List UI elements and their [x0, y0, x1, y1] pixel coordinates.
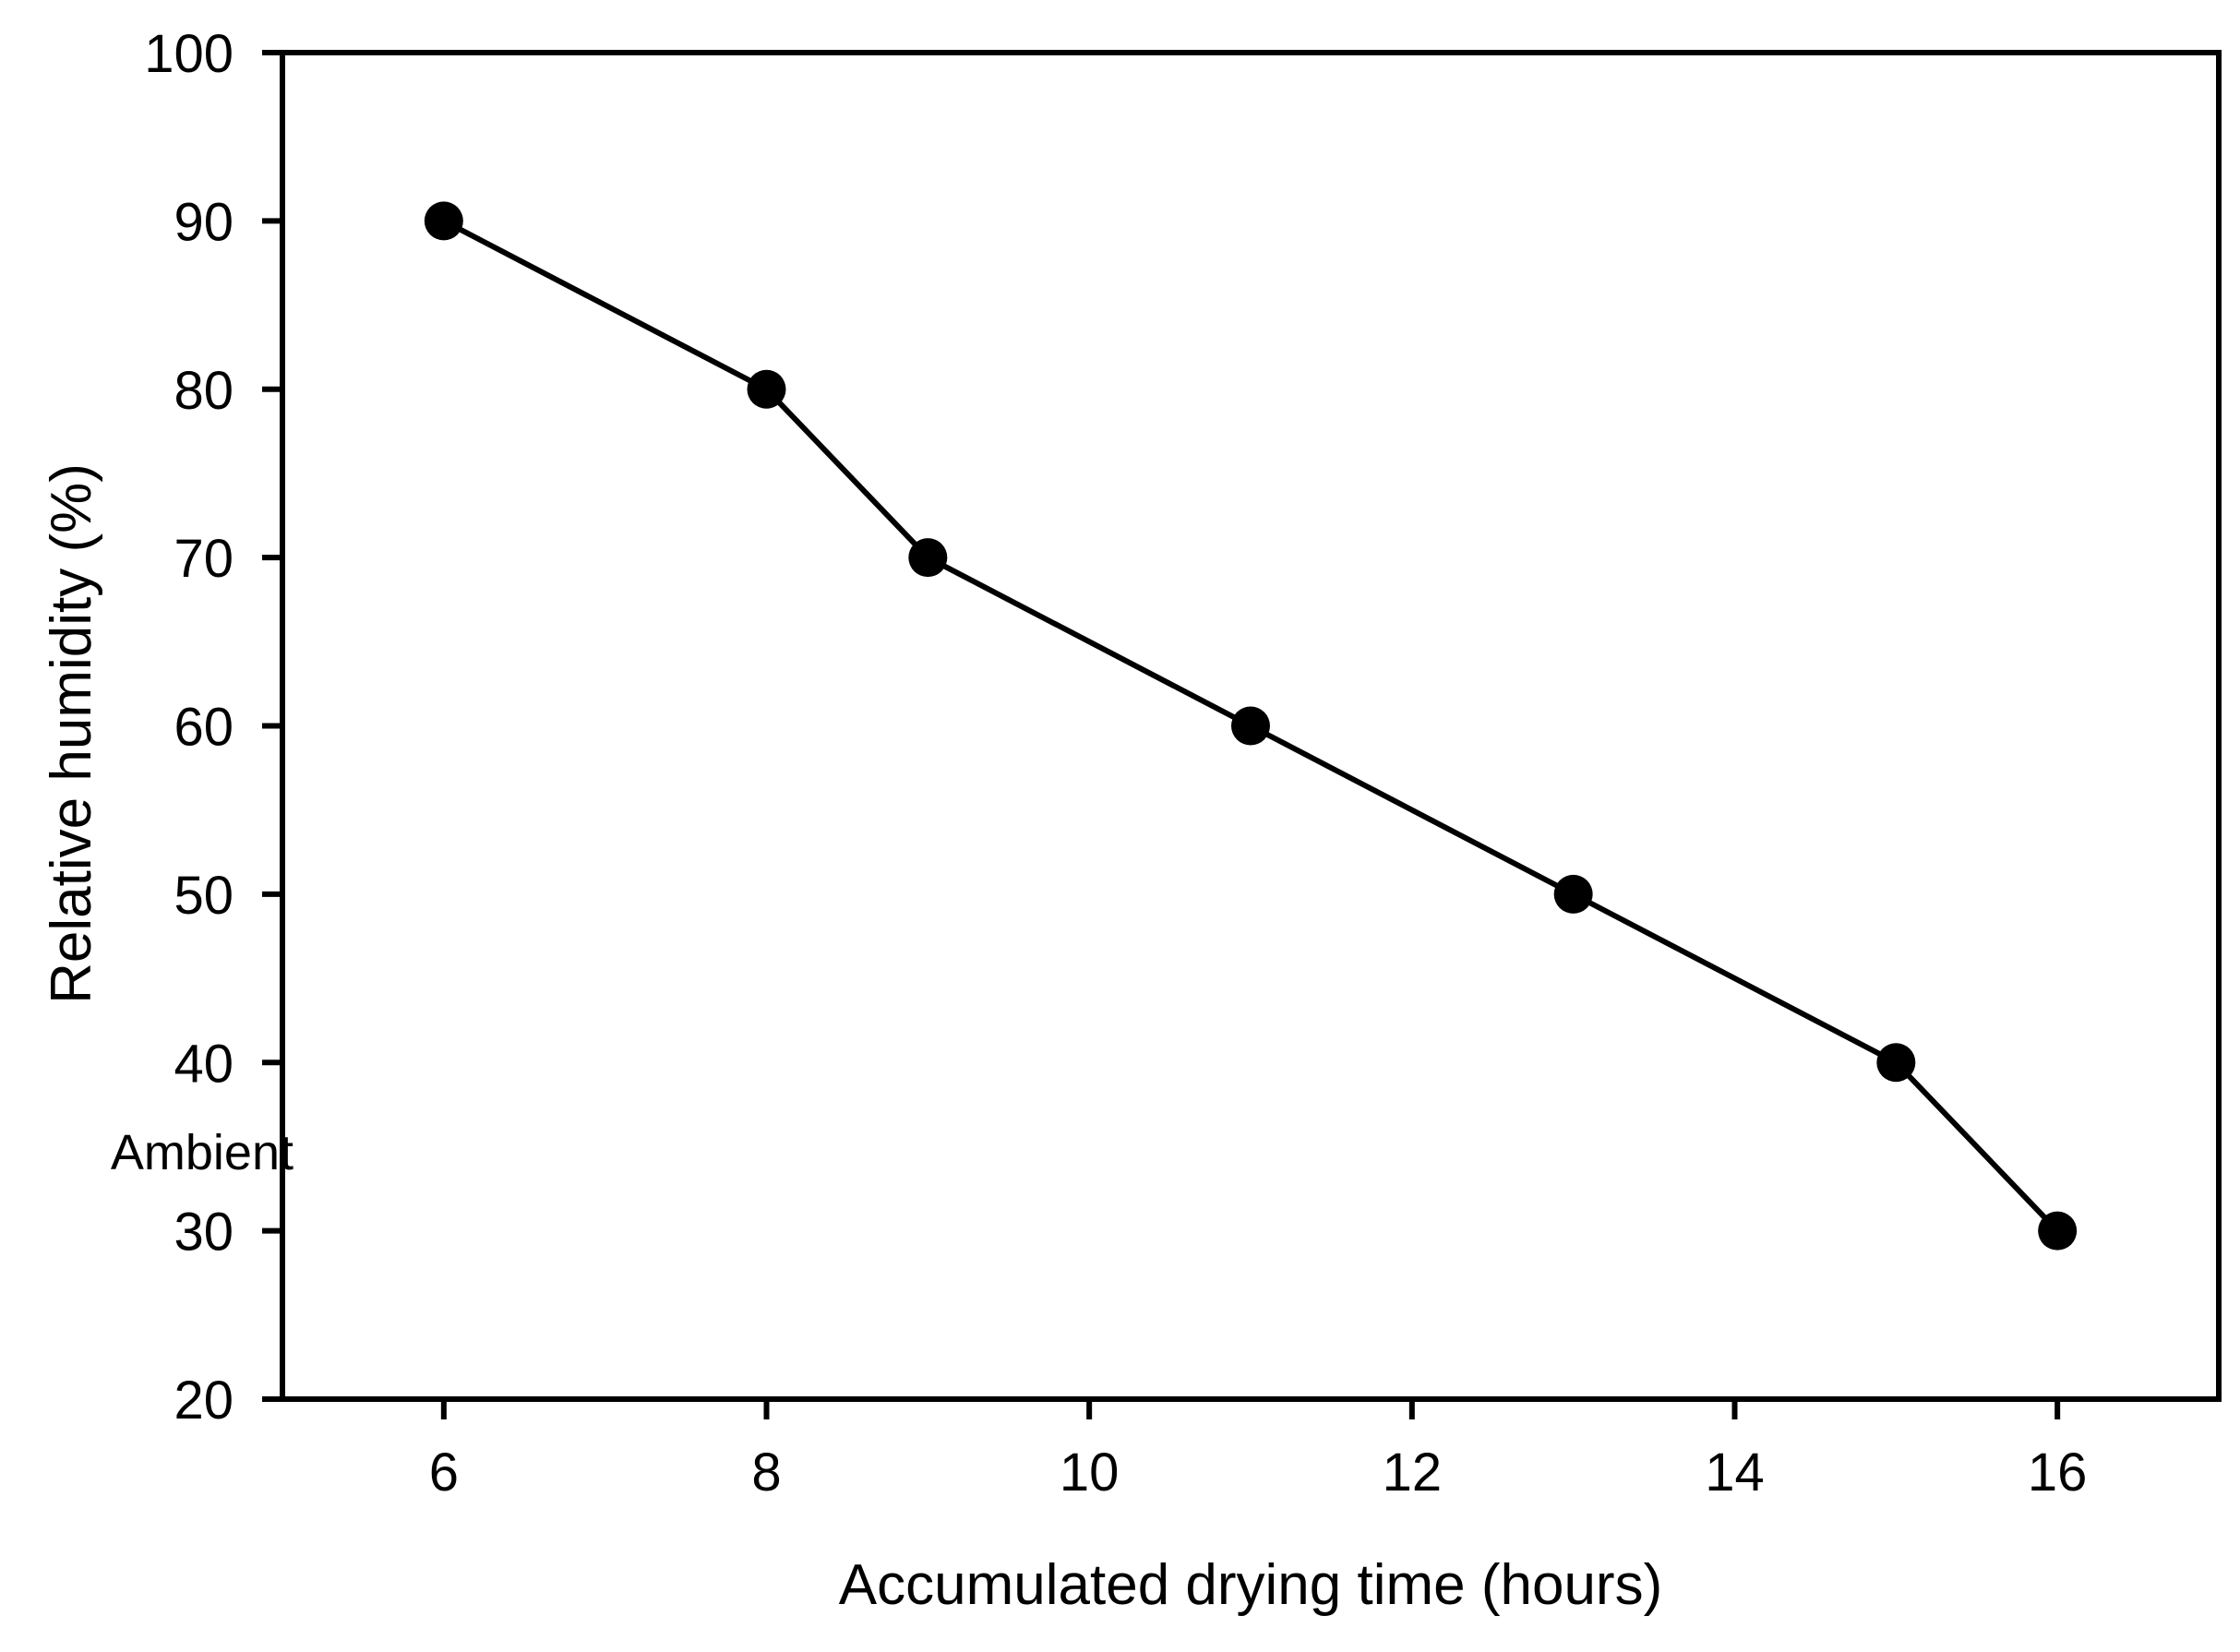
y-tick-label: 70 [174, 529, 234, 589]
x-tick-label: 16 [2028, 1443, 2088, 1502]
y-tick-label: 30 [174, 1203, 234, 1263]
y-axis-title: Relative humidity (%) [40, 463, 103, 1004]
x-tick-label: 12 [1383, 1443, 1443, 1502]
data-point [424, 201, 463, 241]
data-point [1553, 874, 1593, 914]
x-tick-label: 10 [1060, 1443, 1120, 1502]
data-point [747, 369, 786, 409]
ambient-annotation-label: Ambient [110, 1125, 293, 1180]
data-point [1231, 706, 1270, 746]
y-tick-label: 50 [174, 866, 234, 926]
y-tick-label: 100 [144, 24, 234, 84]
y-tick-label: 80 [174, 361, 234, 421]
y-tick-label: 40 [174, 1034, 234, 1094]
data-point [908, 538, 948, 578]
x-axis-title: Accumulated drying time (hours) [838, 1553, 1663, 1617]
y-tick-label: 20 [174, 1371, 234, 1431]
data-point [2038, 1211, 2078, 1251]
y-tick-label: 60 [174, 698, 234, 758]
x-tick-label: 8 [751, 1443, 781, 1502]
data-point [1876, 1043, 1916, 1083]
x-tick-label: 14 [1705, 1443, 1765, 1502]
x-tick-label: 6 [429, 1443, 459, 1502]
y-tick-label: 90 [174, 192, 234, 252]
